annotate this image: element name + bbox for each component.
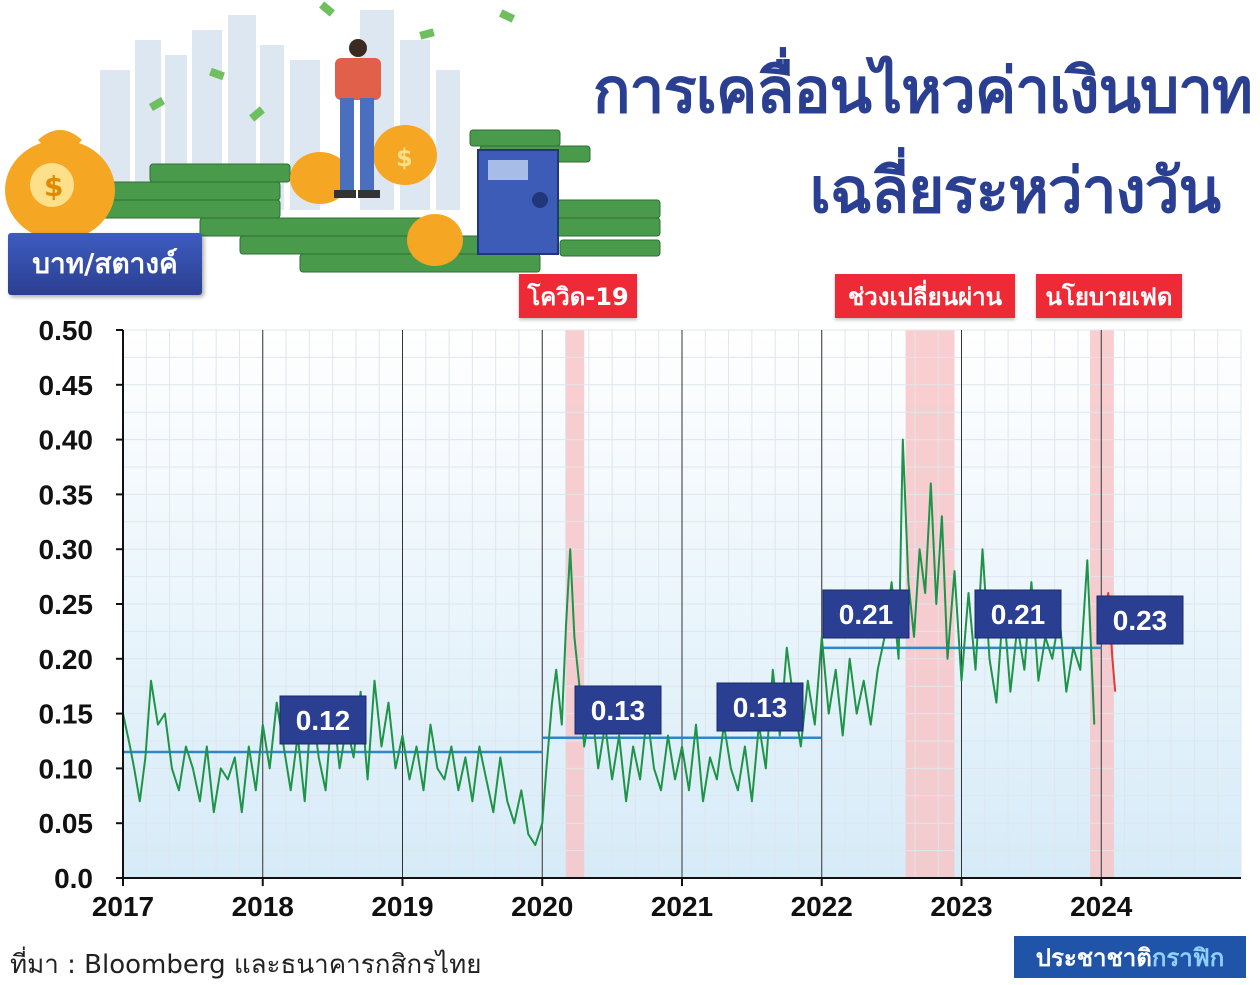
brand-suffix: กราฟิก bbox=[1151, 943, 1225, 972]
chart-title-line-2: เฉลี่ยระหว่างวัน bbox=[809, 154, 1221, 227]
x-tick-label: 2024 bbox=[1070, 891, 1133, 922]
average-label-3: 0.21 bbox=[839, 599, 894, 630]
y-tick-label: 0.35 bbox=[39, 479, 94, 510]
y-tick-label: 0.40 bbox=[39, 425, 94, 456]
svg-text:$: $ bbox=[396, 144, 413, 172]
average-badge-4 bbox=[974, 589, 1062, 639]
line-chart: 0.12 0.13 0.13 0.21 0.21 0.23 0.0 0.05 0.10 0.15… bbox=[39, 318, 1242, 922]
x-tick-label: 2022 bbox=[791, 891, 853, 922]
average-label-5: 0.23 bbox=[1113, 605, 1168, 636]
x-tick-label: 2019 bbox=[371, 891, 433, 922]
y-tick-label: 0.30 bbox=[39, 534, 94, 565]
y-tick-label: 0.05 bbox=[39, 808, 94, 839]
source-note: ที่มา : Bloomberg และธนาคารกสิกรไทย bbox=[10, 950, 482, 980]
y-tick-label: 0.25 bbox=[39, 589, 94, 620]
average-badge-5 bbox=[1096, 595, 1184, 645]
average-label-1: 0.13 bbox=[591, 695, 646, 726]
y-tick-label: 0.50 bbox=[39, 318, 94, 346]
average-badge-3 bbox=[822, 589, 910, 639]
x-tick-label: 2017 bbox=[92, 891, 154, 922]
money-bag-icon: $ bbox=[5, 130, 115, 240]
y-tick-label: 0.45 bbox=[39, 370, 94, 401]
event-tag-2: นโยบายเฟด bbox=[1036, 274, 1182, 318]
svg-text:$: $ bbox=[44, 170, 63, 203]
person-figure bbox=[334, 39, 381, 198]
y-tick-label: 0.10 bbox=[39, 753, 94, 784]
y-tick-label: 0.15 bbox=[39, 699, 94, 730]
event-tag-1: ช่วงเปลี่ยนผ่าน bbox=[835, 274, 1015, 318]
average-badge-1 bbox=[574, 685, 662, 735]
x-tick-label: 2018 bbox=[232, 891, 294, 922]
average-badge-0 bbox=[279, 695, 367, 745]
average-label-0: 0.12 bbox=[296, 705, 351, 736]
average-label-4: 0.21 bbox=[991, 599, 1046, 630]
event-tag-0: โควิด-19 bbox=[519, 274, 637, 318]
brand-name: ประชาชาติ bbox=[1035, 943, 1152, 972]
y-tick-label: 0.0 bbox=[54, 863, 93, 894]
unit-badge: บาท/สตางค์ bbox=[8, 233, 202, 295]
city-money-illustration: $ $ bbox=[5, 1, 661, 273]
x-tick-label: 2020 bbox=[511, 891, 573, 922]
average-badge-2 bbox=[716, 682, 804, 732]
series-line-0 bbox=[122, 438, 1096, 847]
chart-title-line-1: การเคลื่อนไหวค่าเงินบาท bbox=[593, 54, 1253, 127]
x-tick-label: 2023 bbox=[930, 891, 992, 922]
y-tick-label: 0.20 bbox=[39, 644, 94, 675]
vault-safe-icon bbox=[477, 149, 559, 255]
average-label-2: 0.13 bbox=[733, 692, 788, 723]
brand-logo: ประชาชาติ กราฟิก bbox=[1014, 936, 1246, 978]
x-tick-label: 2021 bbox=[651, 891, 713, 922]
